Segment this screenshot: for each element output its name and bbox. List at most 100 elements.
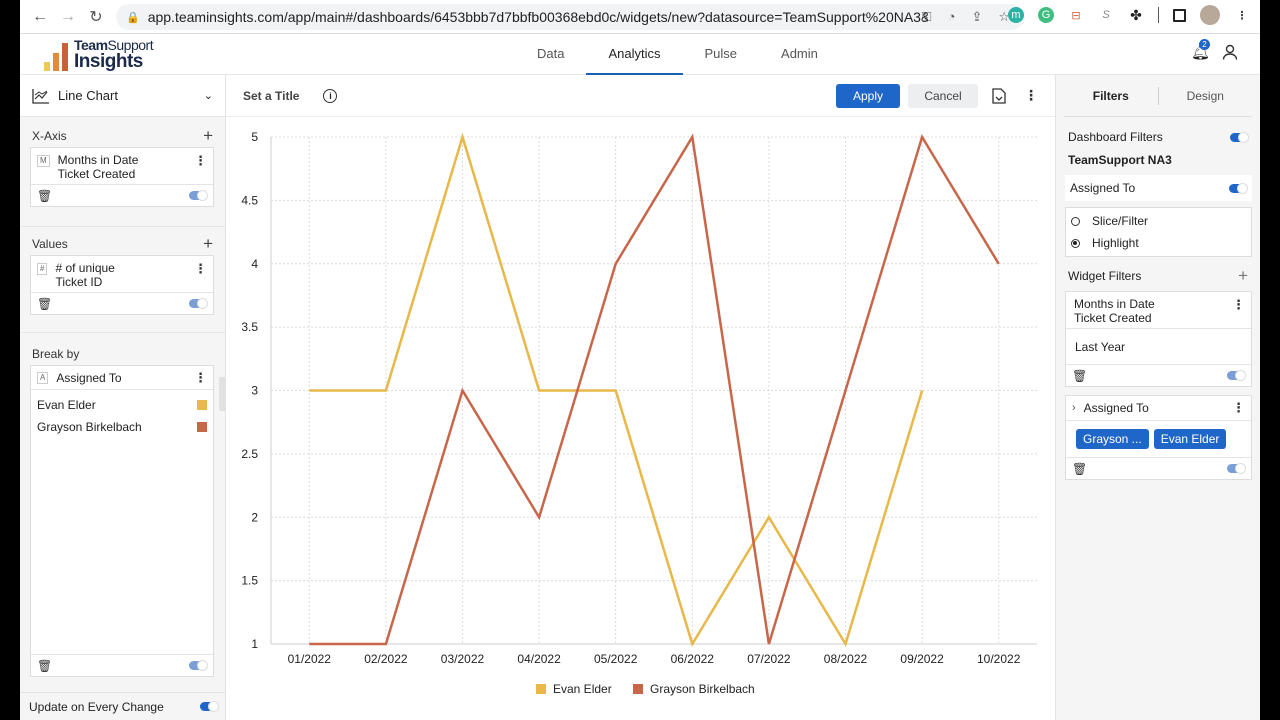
teamsupport-logo[interactable]: TeamSupport Insights — [44, 37, 154, 71]
legend-label[interactable]: Grayson Birkelbach — [650, 682, 755, 696]
extensions-puzzle-icon[interactable]: ✤ — [1130, 6, 1142, 23]
widget-editor: Set a Title i Apply Cancel ⋮ 1 1.5 2 2.5 3 3.… — [226, 75, 1055, 720]
x-tick-label: 09/2022 — [900, 652, 944, 666]
trash-icon[interactable]: 🗑︎ — [37, 188, 53, 203]
user-icon[interactable] — [1222, 44, 1238, 60]
values-toggle[interactable] — [189, 298, 208, 309]
x-tick-label: 06/2022 — [671, 652, 715, 666]
filter-chip[interactable]: Grayson ... — [1076, 429, 1149, 449]
tab-admin[interactable]: Admin — [781, 46, 818, 61]
break-by-field-card: A Assigned To ⋮ Evan Elder Grayson Birke… — [30, 365, 214, 677]
filter-chip[interactable]: Evan Elder — [1153, 429, 1227, 449]
export-document-icon[interactable] — [992, 87, 1006, 104]
member-color-swatch[interactable] — [197, 400, 207, 410]
widget-title-input[interactable]: Set a Title — [243, 88, 300, 103]
series-line[interactable] — [309, 133, 1000, 646]
break-by-member[interactable]: Evan Elder — [31, 394, 213, 416]
extension-m-icon[interactable]: m — [1008, 7, 1024, 23]
legend-swatch[interactable] — [633, 684, 643, 694]
slice-filter-radio[interactable]: Slice/Filter — [1066, 210, 1251, 232]
y-tick-label: 4.5 — [241, 193, 258, 207]
values-heading: Values — [32, 237, 68, 251]
assigned-to-widget-filter-toggle[interactable] — [1227, 463, 1246, 474]
trash-icon[interactable]: 🗑︎ — [37, 658, 53, 673]
browser-menu-icon[interactable]: ⋮ — [1236, 9, 1248, 22]
left-panel-collapse-handle[interactable] — [219, 377, 226, 411]
trash-icon[interactable]: 🗑︎ — [1072, 461, 1088, 476]
apply-button[interactable]: Apply — [836, 83, 900, 108]
member-color-swatch[interactable] — [197, 422, 207, 432]
x-tick-label: 07/2022 — [747, 652, 791, 666]
browser-toolbar: ← → ↻ 🔒 app.teaminsights.com/app/main#/d… — [20, 0, 1260, 34]
legend-swatch[interactable] — [536, 684, 546, 694]
line-chart: 1 1.5 2 2.5 3 3.5 4 4.5 5 01/2022 02/2022 03/2022 04… — [241, 130, 1037, 696]
info-icon[interactable]: i — [323, 88, 338, 103]
assigned-to-filter-toggle[interactable] — [1229, 182, 1248, 194]
y-tick-label: 1.5 — [241, 574, 258, 588]
back-icon[interactable]: ← — [32, 7, 48, 25]
y-tick-label: 2 — [251, 510, 258, 524]
update-on-change-toggle[interactable] — [200, 701, 219, 712]
numeric-type-icon: # — [37, 263, 48, 275]
x-tick-label: 08/2022 — [824, 652, 868, 666]
filter-value[interactable]: Last Year — [1066, 328, 1251, 364]
months-filter-toggle[interactable] — [1227, 370, 1246, 381]
reload-icon[interactable]: ↻ — [89, 8, 103, 26]
add-widget-filter-icon[interactable]: + — [1238, 266, 1248, 285]
y-tick-label: 1 — [251, 637, 258, 651]
add-value-icon[interactable]: + — [203, 234, 213, 253]
cancel-button[interactable]: Cancel — [908, 83, 978, 108]
key-icon[interactable]: ⚿ — [921, 9, 932, 24]
tab-filters[interactable]: Filters — [1092, 88, 1129, 103]
x-axis-field-line2: Ticket Created — [57, 167, 136, 181]
trash-icon[interactable]: 🗑︎ — [1072, 368, 1088, 383]
x-axis-field-card: M Months in Date Ticket Created ⋮ 🗑︎ — [30, 147, 214, 207]
update-on-change-label: Update on Every Change — [29, 699, 164, 714]
assigned-to-dashboard-filter[interactable]: Assigned To — [1070, 181, 1136, 195]
member-name: Evan Elder — [37, 398, 96, 412]
performance-icon[interactable]: ◔ — [947, 9, 956, 24]
widget-toolbar: Set a Title i Apply Cancel ⋮ — [226, 75, 1055, 117]
series-line[interactable] — [309, 132, 924, 648]
star-icon[interactable]: ☆ — [998, 9, 1010, 24]
filter-more-icon[interactable]: ⋮ — [1232, 297, 1245, 312]
break-by-more-icon[interactable]: ⋮ — [194, 370, 207, 385]
forward-icon[interactable]: → — [60, 7, 76, 25]
address-bar[interactable]: 🔒 app.teaminsights.com/app/main#/dashboa… — [116, 4, 1024, 30]
x-axis-more-icon[interactable]: ⋮ — [194, 153, 207, 168]
extension-grammarly-icon[interactable]: G — [1038, 7, 1054, 23]
left-panel: Line Chart ⌄ X-Axis + M Months in Date Ti… — [20, 75, 226, 720]
notifications-bell-icon[interactable]: 🔔︎ 2 — [1190, 39, 1210, 61]
values-more-icon[interactable]: ⋮ — [194, 261, 207, 276]
add-x-axis-icon[interactable]: + — [203, 126, 213, 145]
trash-icon[interactable]: 🗑︎ — [37, 296, 53, 311]
dashboard-filters-toggle[interactable] — [1230, 131, 1249, 143]
more-options-icon[interactable]: ⋮ — [1024, 87, 1038, 103]
right-panel: Filters Design Dashboard Filters TeamSup… — [1055, 75, 1260, 720]
extension-layout-icon[interactable]: ⊟ — [1071, 9, 1081, 22]
widget-filters-label: Widget Filters — [1068, 269, 1142, 283]
tab-analytics[interactable]: Analytics — [586, 34, 683, 76]
line-chart-icon — [32, 88, 49, 104]
chevron-right-icon[interactable]: › — [1072, 402, 1076, 414]
extension-s-icon[interactable]: S — [1102, 9, 1110, 21]
x-tick-label: 05/2022 — [594, 652, 638, 666]
break-by-toggle[interactable] — [189, 660, 208, 671]
filter-field-line1: Months in Date — [1074, 297, 1155, 311]
profile-avatar[interactable] — [1200, 5, 1220, 25]
sidepanel-icon[interactable] — [1173, 8, 1186, 22]
x-tick-label: 04/2022 — [517, 652, 561, 666]
share-icon[interactable]: ⇪ — [971, 9, 983, 24]
tab-design[interactable]: Design — [1186, 88, 1224, 103]
chart-type-selector[interactable]: Line Chart ⌄ — [20, 75, 225, 117]
filter-more-icon[interactable]: ⋮ — [1232, 400, 1245, 415]
tab-data[interactable]: Data — [537, 46, 565, 61]
break-by-field: Assigned To — [56, 371, 122, 385]
highlight-radio[interactable]: Highlight — [1066, 232, 1251, 254]
legend-label[interactable]: Evan Elder — [553, 682, 612, 696]
x-axis-toggle[interactable] — [189, 190, 208, 201]
y-tick-label: 3 — [251, 384, 258, 398]
break-by-member[interactable]: Grayson Birkelbach — [31, 416, 213, 438]
logo-text-support: Support — [107, 37, 154, 53]
tab-pulse[interactable]: Pulse — [704, 46, 738, 61]
